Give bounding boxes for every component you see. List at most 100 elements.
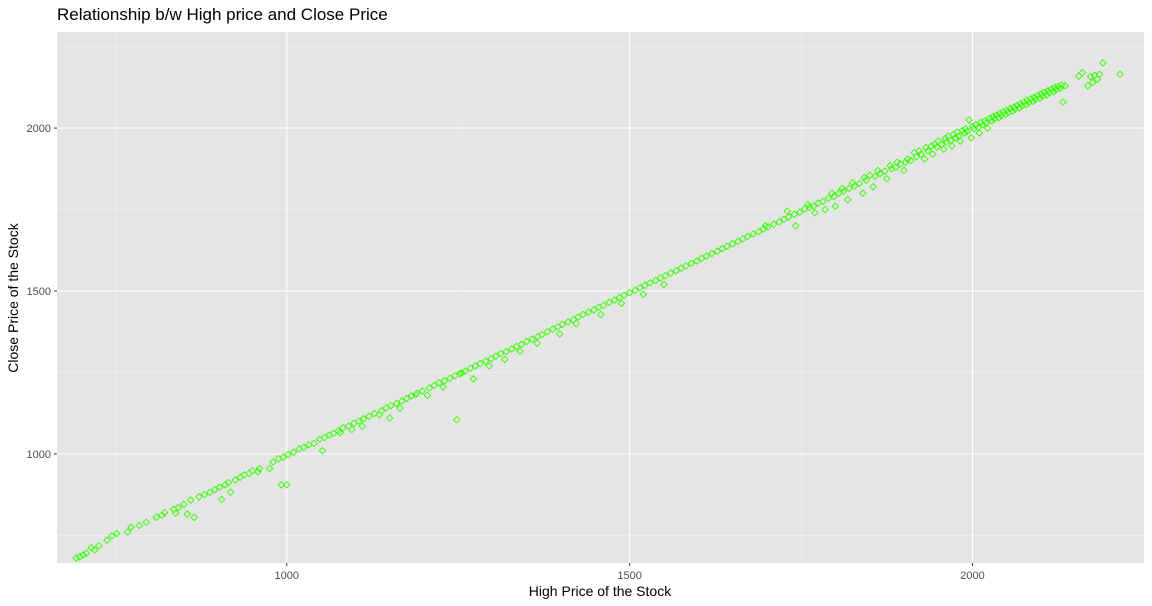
data-point bbox=[533, 339, 541, 347]
data-point bbox=[284, 450, 292, 459]
data-point bbox=[783, 207, 792, 216]
data-point bbox=[590, 306, 598, 314]
data-point bbox=[718, 244, 727, 253]
data-point bbox=[597, 310, 605, 319]
data-point bbox=[226, 488, 235, 497]
data-point bbox=[666, 269, 675, 277]
data-point bbox=[865, 171, 874, 180]
data-point bbox=[869, 182, 877, 191]
data-point bbox=[564, 318, 572, 326]
data-point bbox=[1061, 81, 1069, 90]
data-point bbox=[855, 179, 864, 188]
data-point bbox=[359, 414, 368, 423]
data-point bbox=[210, 485, 219, 494]
data-point bbox=[824, 194, 833, 202]
data-point bbox=[171, 509, 180, 517]
data-point bbox=[924, 147, 932, 155]
data-point bbox=[809, 202, 818, 211]
data-point bbox=[377, 407, 386, 415]
data-point bbox=[660, 280, 668, 289]
data-point bbox=[775, 218, 783, 226]
data-point bbox=[640, 281, 649, 290]
data-point bbox=[994, 113, 1003, 122]
data-point bbox=[72, 554, 81, 562]
data-point bbox=[476, 359, 484, 368]
data-point bbox=[496, 349, 505, 358]
data-point bbox=[382, 404, 391, 412]
x-tick-label: 2000 bbox=[960, 570, 984, 582]
data-point bbox=[402, 394, 411, 403]
data-point bbox=[1088, 78, 1097, 87]
y-axis-title: Close Price of the Stock bbox=[5, 222, 21, 372]
data-point bbox=[631, 286, 639, 295]
x-tick-label: 1500 bbox=[617, 570, 641, 582]
data-point bbox=[553, 322, 562, 331]
data-point bbox=[615, 293, 624, 302]
data-point bbox=[708, 249, 716, 258]
data-point bbox=[996, 109, 1004, 118]
data-point bbox=[610, 296, 619, 304]
data-point bbox=[190, 513, 198, 522]
data-point bbox=[1029, 97, 1037, 106]
data-point bbox=[500, 355, 509, 364]
data-point bbox=[965, 116, 973, 124]
data-point bbox=[843, 195, 852, 204]
data-point bbox=[960, 129, 969, 137]
data-point bbox=[1009, 103, 1018, 111]
x-tick-label: 1000 bbox=[275, 570, 299, 582]
data-point bbox=[385, 414, 394, 422]
data-point bbox=[439, 383, 447, 391]
data-point bbox=[933, 143, 941, 151]
data-point bbox=[1037, 90, 1045, 98]
data-point bbox=[1086, 72, 1095, 81]
data-point bbox=[922, 143, 930, 152]
data-point bbox=[572, 319, 580, 328]
data-point bbox=[941, 134, 949, 143]
data-point bbox=[435, 379, 443, 387]
data-point bbox=[1008, 107, 1017, 115]
data-point bbox=[1001, 110, 1010, 119]
data-point bbox=[75, 552, 84, 561]
data-point bbox=[348, 425, 356, 434]
data-point bbox=[639, 290, 648, 299]
data-point bbox=[365, 412, 373, 421]
data-point bbox=[300, 443, 308, 452]
data-point bbox=[358, 422, 367, 431]
data-point bbox=[672, 266, 681, 275]
data-point bbox=[425, 384, 434, 392]
data-point bbox=[845, 184, 853, 193]
data-point bbox=[821, 205, 829, 214]
y-tick-label: 2000 bbox=[27, 123, 51, 135]
data-point bbox=[269, 458, 277, 466]
data-point bbox=[838, 184, 847, 193]
data-point bbox=[282, 480, 291, 489]
data-points bbox=[72, 59, 1124, 562]
data-point bbox=[759, 225, 768, 233]
data-point bbox=[682, 262, 690, 270]
data-point bbox=[839, 187, 848, 196]
data-point bbox=[160, 508, 169, 517]
data-point bbox=[200, 490, 209, 499]
data-point bbox=[354, 417, 363, 426]
data-point bbox=[516, 347, 524, 356]
data-point bbox=[764, 222, 773, 231]
data-point bbox=[289, 448, 298, 457]
data-point bbox=[1099, 59, 1107, 67]
data-point bbox=[79, 551, 87, 559]
data-point bbox=[517, 340, 526, 349]
data-point bbox=[874, 166, 882, 175]
data-point bbox=[413, 389, 421, 398]
y-tick-label: 1500 bbox=[27, 286, 51, 298]
data-point bbox=[528, 335, 537, 344]
data-point bbox=[90, 546, 99, 554]
data-point bbox=[939, 145, 948, 154]
data-point bbox=[850, 182, 859, 190]
data-point bbox=[108, 532, 116, 540]
data-point bbox=[487, 354, 495, 363]
data-point bbox=[887, 164, 896, 173]
data-point bbox=[886, 161, 895, 170]
data-point bbox=[891, 163, 900, 172]
data-point bbox=[780, 215, 788, 224]
data-point bbox=[749, 230, 757, 238]
data-point bbox=[215, 483, 224, 491]
